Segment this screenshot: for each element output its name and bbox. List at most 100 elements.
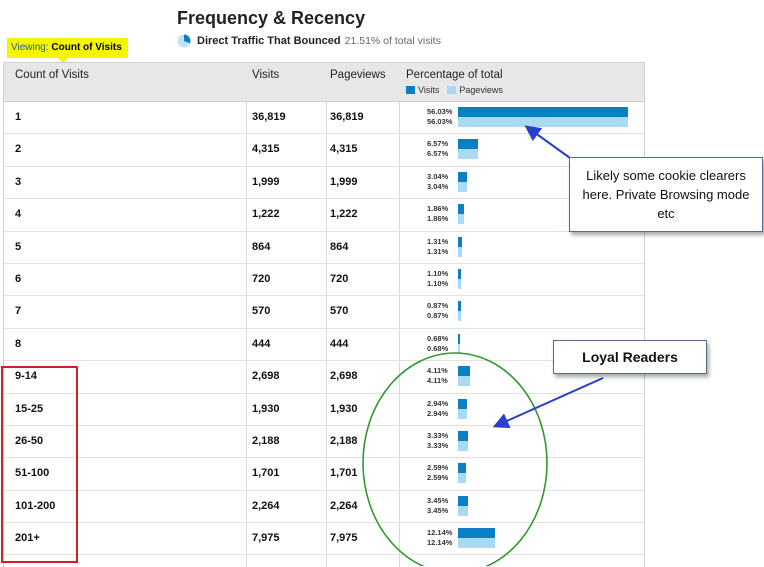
highlight-box <box>1 366 78 563</box>
row-visits: 1,999 <box>252 175 280 188</box>
header-count-of-visits[interactable]: Count of Visits <box>15 69 89 81</box>
table-row[interactable]: 15-25 1,930 1,930 2.94% 2.94% <box>4 394 644 426</box>
viewing-pointer-icon <box>58 58 68 63</box>
pageviews-bar <box>458 181 468 192</box>
pageviews-bar <box>458 117 628 127</box>
row-pct-visits: 1.86% <box>427 204 449 214</box>
table-row[interactable]: 8 444 444 0.68% 0.68% <box>4 329 644 362</box>
row-label[interactable]: 5 <box>15 240 22 253</box>
row-pct-pageviews: 56.03% <box>427 117 453 126</box>
visits-bar <box>458 333 461 344</box>
row-label[interactable]: 3 <box>15 175 22 188</box>
row-visits: 7,975 <box>252 532 280 545</box>
row-label[interactable]: 6 <box>15 272 22 285</box>
report-table: Count of Visits Visits Pageviews Percent… <box>3 62 645 567</box>
row-pct-pageviews: 12.14% <box>427 538 453 548</box>
table-row[interactable]: 1 36,819 36,819 56.03% 56.03% <box>4 102 644 135</box>
table-row[interactable]: 9-14 2,698 2,698 4.11% 4.11% <box>4 361 644 394</box>
row-pageviews: 570 <box>330 305 349 318</box>
row-pct-pageviews: 1.31% <box>427 246 449 256</box>
row-pct-visits: 6.57% <box>427 139 449 149</box>
row-pageviews: 36,819 <box>330 111 364 123</box>
row-pct-pageviews: 3.45% <box>427 505 449 515</box>
row-visits: 4,315 <box>252 143 280 156</box>
row-percentages: 2.59% 2.59% <box>427 463 448 483</box>
table-row[interactable]: 2 4,315 4,315 6.57% 6.57% <box>4 134 644 167</box>
row-label[interactable]: 9-14 <box>15 370 38 383</box>
row-label[interactable]: 26-50 <box>15 434 44 447</box>
header-percentage[interactable]: Percentage of total <box>406 69 503 81</box>
header-visits[interactable]: Visits <box>252 69 280 81</box>
row-label[interactable]: 201+ <box>15 532 40 545</box>
visits-bar <box>458 366 471 377</box>
row-pct-pageviews: 2.94% <box>427 408 449 418</box>
row-visits: 570 <box>252 305 271 318</box>
pageviews-bar <box>458 538 495 549</box>
table-row[interactable]: 201+ 7,975 7,975 12.14% 12.14% <box>4 523 644 556</box>
row-label[interactable]: 1 <box>15 111 22 123</box>
table-row[interactable]: 6 720 720 1.10% 1.10% <box>4 264 644 297</box>
row-label[interactable]: 101-200 <box>15 499 56 512</box>
header-pageviews[interactable]: Pageviews <box>330 69 386 81</box>
row-visits: 2,264 <box>252 499 280 512</box>
row-label[interactable]: 4 <box>15 208 22 221</box>
row-visits: 1,930 <box>252 402 280 415</box>
row-pct-pageviews: 3.33% <box>427 440 449 450</box>
pageviews-bar <box>458 440 469 451</box>
row-percentages: 56.03% 56.03% <box>427 107 452 127</box>
row-visits: 864 <box>252 240 271 253</box>
pie-chart-icon <box>177 34 191 48</box>
segment-share: 21.51% of total visits <box>344 35 441 47</box>
row-percentages: 4.11% 4.11% <box>427 366 448 386</box>
row-visits: 720 <box>252 272 271 285</box>
row-percentages: 1.86% 1.86% <box>427 204 448 224</box>
row-pageviews: 1,701 <box>330 467 358 480</box>
row-pageviews: 4,315 <box>330 143 358 156</box>
row-visits: 36,819 <box>252 111 286 123</box>
viewing-value: Count of Visits <box>51 42 122 53</box>
pageviews-bar <box>458 246 462 257</box>
row-label[interactable]: 7 <box>15 305 22 318</box>
row-pageviews: 7,975 <box>330 532 358 545</box>
row-pct-visits: 3.45% <box>427 495 449 505</box>
pageviews-bar <box>458 376 471 387</box>
row-pct-pageviews: 2.59% <box>427 473 449 483</box>
table-row[interactable]: 5 864 864 1.31% 1.31% <box>4 232 644 264</box>
row-percentages: 1.10% 1.10% <box>427 269 448 289</box>
table-row[interactable]: 26-50 2,188 2,188 3.33% 3.33% <box>4 426 644 459</box>
pageviews-bar <box>458 408 467 419</box>
row-pct-visits: 3.04% <box>427 171 449 181</box>
row-pct-visits: 1.10% <box>427 268 449 278</box>
table-row[interactable]: 7 570 570 0.87% 0.87% <box>4 296 644 329</box>
column-divider <box>399 63 400 567</box>
row-label[interactable]: 8 <box>15 337 22 350</box>
row-pct-pageviews: 0.87% <box>427 311 449 321</box>
row-pct-pageviews: 3.04% <box>427 181 449 191</box>
visits-bar <box>458 430 469 441</box>
row-pct-visits: 2.59% <box>427 463 449 473</box>
visits-bar <box>458 463 466 474</box>
cookie-callout: Likely some cookie clearers here. Privat… <box>569 157 763 232</box>
loyal-readers-text: Loyal Readers <box>582 349 678 365</box>
table-row[interactable]: 3 1,999 1,999 3.04% 3.04% <box>4 167 644 200</box>
row-pageviews: 1,222 <box>330 208 358 221</box>
viewing-selector[interactable]: Viewing: Count of Visits <box>7 38 128 58</box>
table-row[interactable]: 4 1,222 1,222 1.86% 1.86% <box>4 199 644 232</box>
pageviews-bar <box>458 343 461 354</box>
row-label[interactable]: 2 <box>15 143 22 156</box>
segment-name[interactable]: Direct Traffic That Bounced <box>197 35 341 47</box>
row-pct-visits: 0.68% <box>427 333 449 343</box>
column-divider <box>326 63 327 567</box>
table-row[interactable]: 51-100 1,701 1,701 2.59% 2.59% <box>4 458 644 491</box>
visits-bar <box>458 301 461 312</box>
row-pct-visits: 0.87% <box>427 301 449 311</box>
table-row[interactable]: 101-200 2,264 2,264 3.45% 3.45% <box>4 491 644 524</box>
row-label[interactable]: 51-100 <box>15 467 50 480</box>
row-visits: 444 <box>252 337 271 350</box>
visits-bar <box>458 495 469 506</box>
row-label[interactable]: 15-25 <box>15 402 44 415</box>
row-pageviews: 2,264 <box>330 499 358 512</box>
row-pct-visits: 1.31% <box>427 236 449 246</box>
row-pct-pageviews: 4.11% <box>427 376 448 386</box>
row-pct-pageviews: 6.57% <box>427 149 449 159</box>
